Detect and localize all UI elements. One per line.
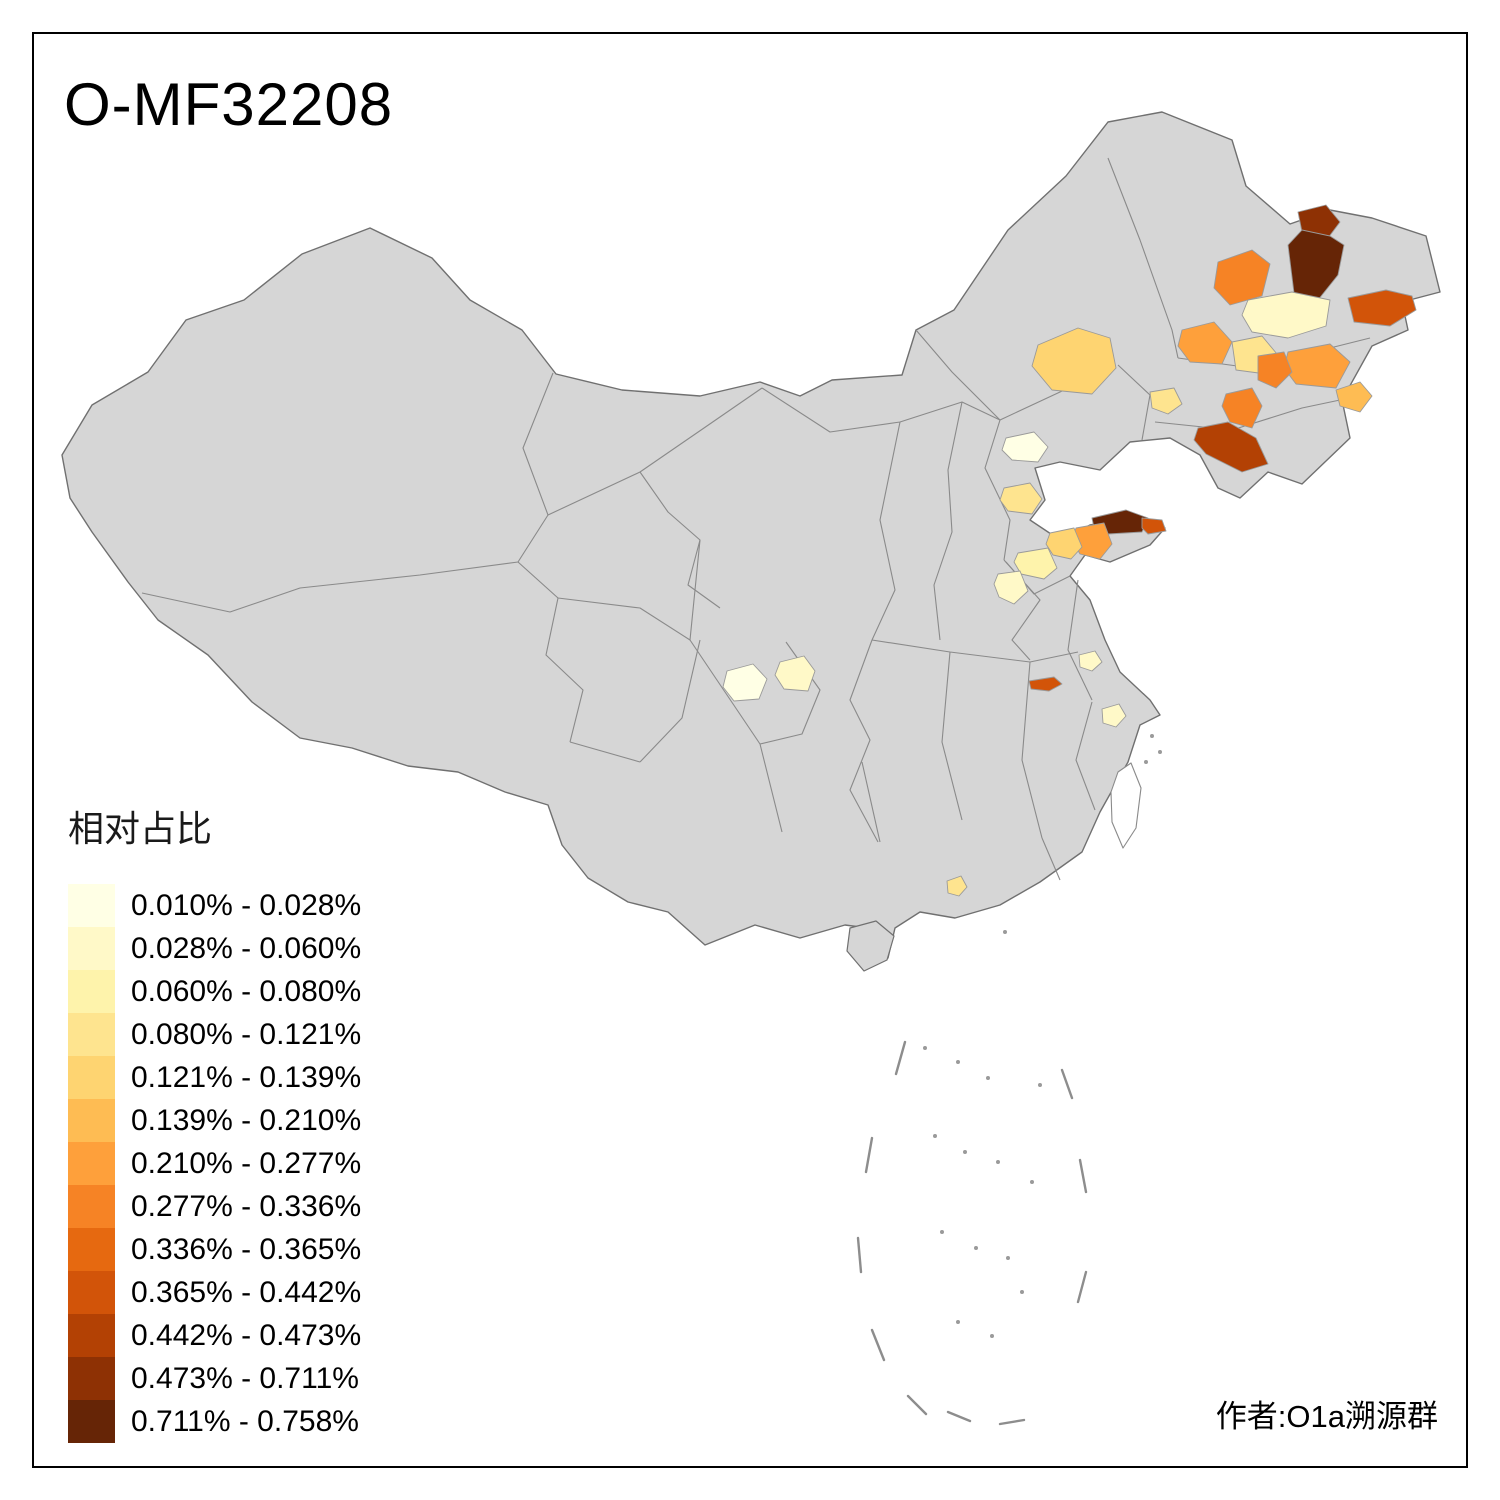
- legend-label: 0.139% - 0.210%: [131, 1103, 362, 1137]
- legend-label: 0.711% - 0.758%: [131, 1404, 359, 1438]
- legend-swatch: [68, 1228, 115, 1271]
- legend-row: 0.139% - 0.210%: [68, 1099, 361, 1142]
- hainan-island: [846, 920, 895, 972]
- legend-row: 0.080% - 0.121%: [68, 1013, 361, 1056]
- legend-swatch: [68, 970, 115, 1013]
- island-dot: [1150, 734, 1154, 738]
- legend-swatch: [68, 1185, 115, 1228]
- island-dot: [1006, 1256, 1010, 1260]
- legend-label: 0.060% - 0.080%: [131, 974, 362, 1008]
- legend-swatch: [68, 927, 115, 970]
- colored-region: [1347, 289, 1417, 327]
- colored-region: [1031, 327, 1117, 395]
- province-borders: [141, 157, 1371, 881]
- legend-entries: 0.010% - 0.028% 0.028% - 0.060% 0.060% - 0…: [68, 884, 361, 1443]
- legend-row: 0.210% - 0.277%: [68, 1142, 361, 1185]
- legend-swatch: [68, 1056, 115, 1099]
- legend-row: 0.711% - 0.758%: [68, 1400, 361, 1443]
- colored-region: [722, 663, 768, 702]
- legend-row: 0.442% - 0.473%: [68, 1314, 361, 1357]
- legend-swatch: [68, 1013, 115, 1056]
- colored-region: [1149, 387, 1183, 415]
- colored-region: [1045, 527, 1083, 560]
- legend-label: 0.080% - 0.121%: [131, 1017, 362, 1051]
- island-dot: [956, 1060, 960, 1064]
- island-dot: [1030, 1180, 1034, 1184]
- colored-regions: [722, 204, 1417, 897]
- legend-label: 0.365% - 0.442%: [131, 1275, 362, 1309]
- island-dot: [963, 1150, 967, 1154]
- island-dot: [956, 1320, 960, 1324]
- legend-swatch: [68, 884, 115, 927]
- island-dot: [1144, 760, 1148, 764]
- legend-row: 0.336% - 0.365%: [68, 1228, 361, 1271]
- island-dot: [974, 1246, 978, 1250]
- island-dot: [1038, 1083, 1042, 1087]
- china-mainland: [61, 111, 1441, 959]
- colored-region: [1101, 703, 1127, 728]
- colored-region: [774, 655, 816, 692]
- colored-region: [1335, 381, 1373, 413]
- taiwan-island: [1110, 762, 1142, 849]
- colored-region: [1257, 351, 1293, 389]
- colored-region: [1013, 547, 1058, 580]
- legend: 相对占比 0.010% - 0.028% 0.028% - 0.060% 0.060…: [68, 800, 361, 1443]
- legend-row: 0.121% - 0.139%: [68, 1056, 361, 1099]
- legend-swatch: [68, 1142, 115, 1185]
- colored-region: [1028, 676, 1063, 692]
- colored-region: [1177, 321, 1233, 365]
- colored-region: [999, 482, 1043, 515]
- island-dot: [1003, 930, 1007, 934]
- colored-region: [1241, 291, 1331, 339]
- legend-row: 0.060% - 0.080%: [68, 970, 361, 1013]
- island-dot: [1020, 1290, 1024, 1294]
- legend-label: 0.336% - 0.365%: [131, 1232, 362, 1266]
- colored-region: [1297, 204, 1341, 239]
- legend-row: 0.365% - 0.442%: [68, 1271, 361, 1314]
- island-dot: [933, 1134, 937, 1138]
- legend-label: 0.473% - 0.711%: [131, 1361, 359, 1395]
- legend-label: 0.442% - 0.473%: [131, 1318, 362, 1352]
- legend-label: 0.277% - 0.336%: [131, 1189, 362, 1223]
- colored-region: [993, 570, 1029, 605]
- island-dot: [990, 1334, 994, 1338]
- nine-dash-line: [856, 1040, 1088, 1426]
- colored-region: [1141, 517, 1167, 535]
- page-title: O-MF32208: [64, 71, 394, 138]
- island-dot: [923, 1046, 927, 1050]
- legend-label: 0.210% - 0.277%: [131, 1146, 362, 1180]
- island-dot: [1158, 750, 1162, 754]
- legend-row: 0.277% - 0.336%: [68, 1185, 361, 1228]
- legend-label: 0.028% - 0.060%: [131, 931, 362, 965]
- legend-row: 0.010% - 0.028%: [68, 884, 361, 927]
- island-dot: [940, 1230, 944, 1234]
- legend-swatch: [68, 1400, 115, 1443]
- legend-swatch: [68, 1314, 115, 1357]
- attribution: 作者:O1a溯源群: [1215, 1399, 1438, 1434]
- legend-swatch: [68, 1271, 115, 1314]
- legend-label: 0.010% - 0.028%: [131, 888, 362, 922]
- island-dot: [996, 1160, 1000, 1164]
- island-dot: [986, 1076, 990, 1080]
- legend-swatch: [68, 1099, 115, 1142]
- legend-row: 0.028% - 0.060%: [68, 927, 361, 970]
- colored-region: [1213, 249, 1271, 306]
- legend-row: 0.473% - 0.711%: [68, 1357, 361, 1400]
- colored-region: [1221, 387, 1263, 429]
- colored-region: [946, 875, 968, 897]
- legend-title: 相对占比: [68, 808, 213, 849]
- legend-swatch: [68, 1357, 115, 1400]
- colored-region: [1001, 431, 1049, 463]
- colored-region: [1078, 650, 1103, 672]
- legend-label: 0.121% - 0.139%: [131, 1060, 362, 1094]
- colored-region: [1193, 421, 1269, 473]
- island-dots: [923, 734, 1162, 1338]
